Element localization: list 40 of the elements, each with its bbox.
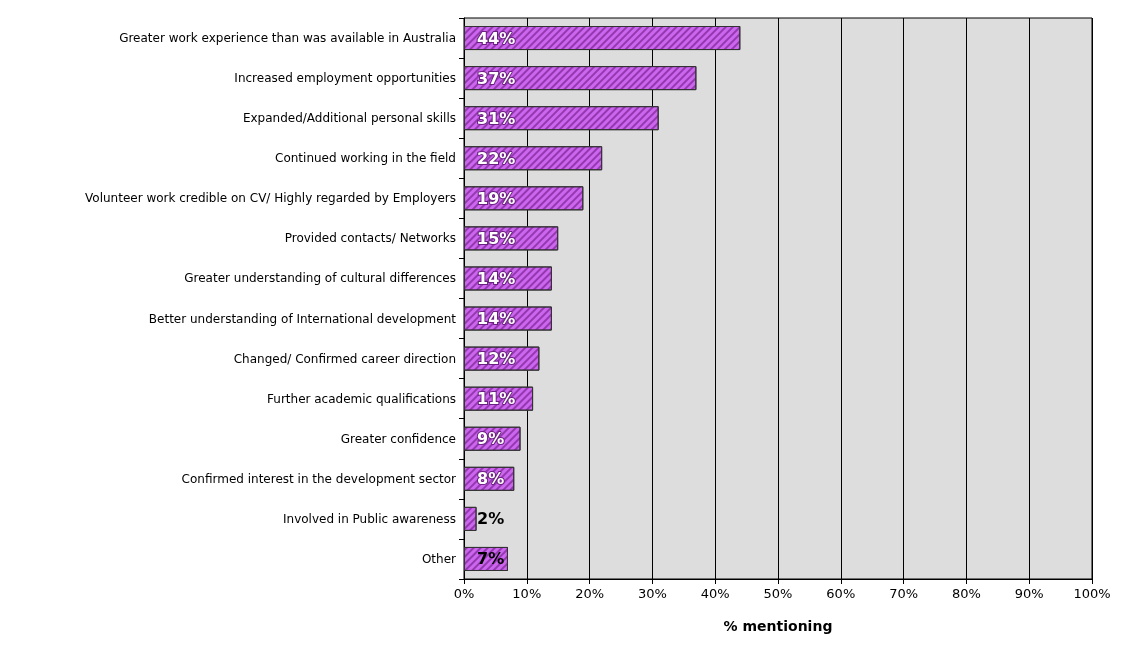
y-tick-label: Changed/ Confirmed career direction (233, 351, 456, 366)
data-label: 9% (477, 429, 505, 449)
y-tick-label: Continued working in the field (275, 151, 456, 166)
x-tick-label: 0% (453, 586, 475, 601)
x-tick-label: 50% (763, 586, 793, 601)
data-label: 31% (477, 108, 516, 128)
y-tick-label: Other (421, 551, 457, 566)
y-tick-label: Greater confidence (340, 431, 456, 446)
data-label: 22% (477, 148, 516, 168)
x-tick-label: 100% (1073, 586, 1111, 601)
y-tick-label: Involved in Public awareness (283, 511, 456, 526)
data-label: 44% (477, 28, 516, 48)
data-label: 37% (477, 68, 516, 88)
x-tick-label: 60% (826, 586, 856, 601)
y-tick-label: Increased employment opportunities (234, 71, 456, 86)
x-tick-label: 20% (575, 586, 605, 601)
y-tick-label: Volunteer work credible on CV/ Highly regarded by Employers (85, 191, 456, 206)
x-tick-label: 90% (1014, 586, 1044, 601)
data-label: 11% (477, 389, 516, 409)
x-tick-label: 30% (637, 586, 667, 601)
y-tick-label: Provided contacts/ Networks (284, 231, 456, 246)
data-label: 7% (477, 549, 505, 569)
x-tick-label: 70% (889, 586, 919, 601)
y-tick-label: Greater work experience than was available in Australia (119, 31, 456, 46)
data-label: 2% (477, 509, 505, 529)
data-label: 14% (477, 268, 516, 288)
y-tick-label: Expanded/Additional personal skills (242, 111, 456, 126)
y-tick-label: Better understanding of International development (148, 311, 457, 326)
data-label: 12% (477, 349, 516, 369)
data-label: 14% (477, 309, 516, 329)
data-label: 15% (477, 228, 516, 248)
y-tick-label: Greater understanding of cultural differences (184, 271, 456, 286)
x-axis-title: % mentioning (723, 618, 833, 634)
x-tick-label: 10% (512, 586, 542, 601)
y-tick-label: Confirmed interest in the development sector (181, 471, 457, 486)
data-label: 8% (477, 469, 505, 489)
y-tick-label: Further academic qualifications (267, 391, 456, 406)
x-tick-label: 40% (700, 586, 730, 601)
data-label: 19% (477, 188, 516, 208)
x-tick-label: 80% (951, 586, 981, 601)
